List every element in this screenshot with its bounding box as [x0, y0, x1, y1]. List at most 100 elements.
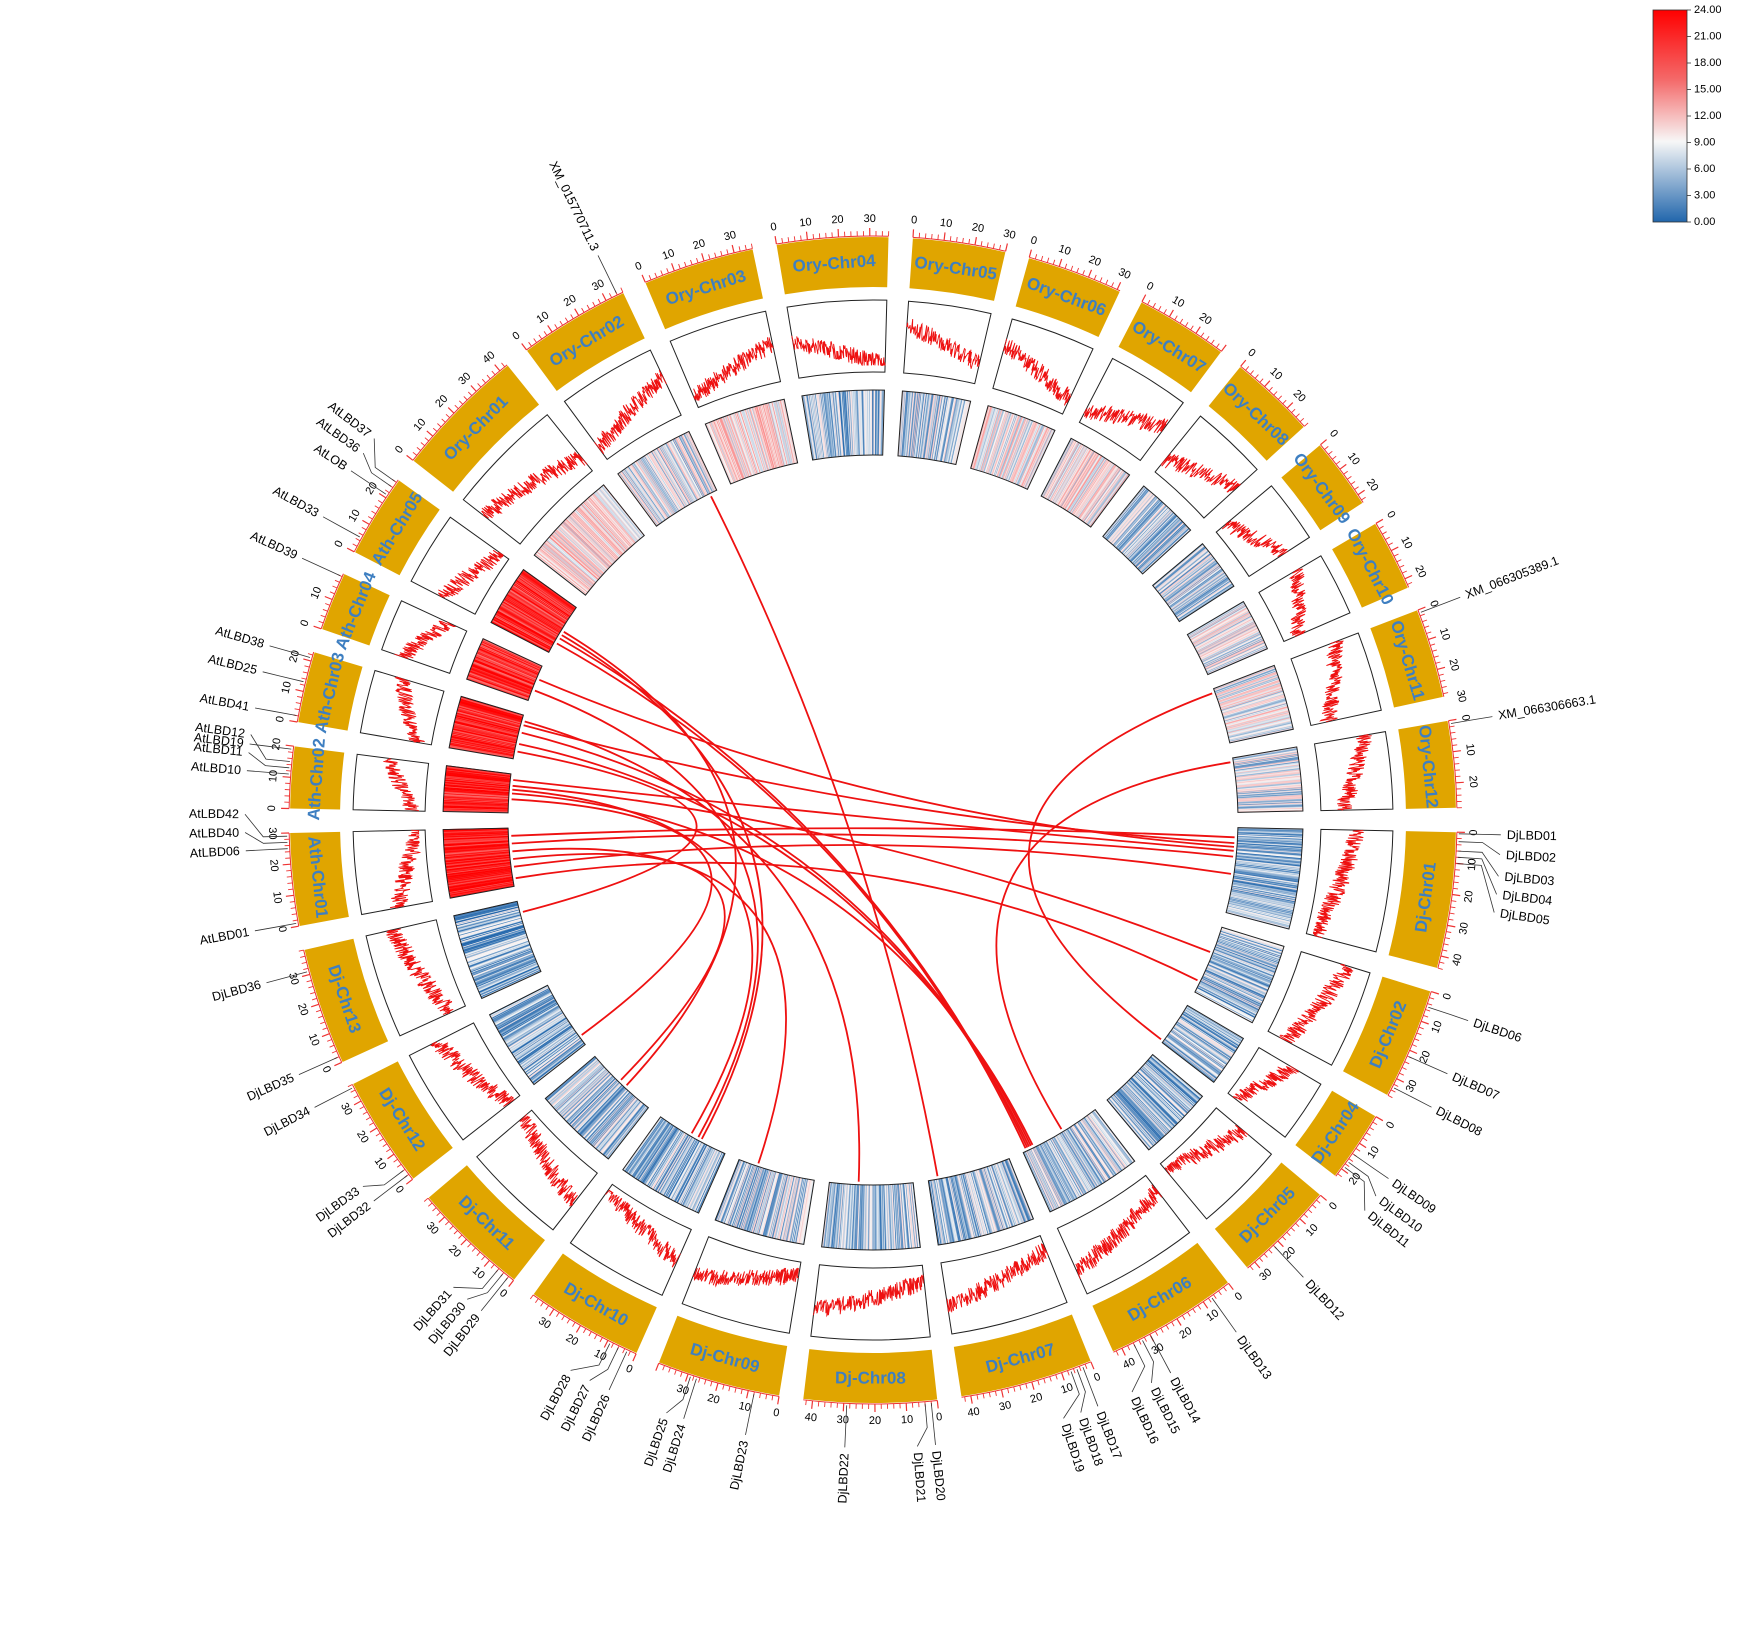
tick-mark: [1431, 992, 1439, 994]
density-line-ory-chr12: [1337, 735, 1371, 811]
tick-mark: [308, 654, 313, 656]
tick-mark: [1185, 322, 1188, 326]
tick-label-dj-chr02: 0: [1441, 992, 1454, 1001]
tick-mark: [1182, 1315, 1185, 1319]
tick-label-ory-chr05: 0: [911, 214, 918, 226]
tick-mark: [1400, 565, 1405, 567]
tick-label-ory-chr12: 20: [1466, 775, 1479, 788]
tick-mark: [386, 1149, 390, 1152]
density-line-dj-chr01: [1313, 830, 1364, 937]
tick-mark: [327, 1040, 332, 1042]
density-line-dj-chr08: [813, 1275, 923, 1315]
tick-mark: [1161, 1328, 1163, 1332]
tick-label-dj-chr08: 40: [804, 1411, 817, 1424]
tick-mark: [299, 950, 304, 951]
tick-label-ory-chr03: 20: [692, 237, 707, 252]
tick-label-ory-chr11: 10: [1437, 627, 1452, 642]
tick-mark: [963, 238, 964, 243]
density-frame-dj-chr13: [366, 920, 465, 1036]
tick-label-ory-chr01: 40: [480, 349, 497, 366]
tick-mark: [541, 1302, 544, 1306]
density-line-ory-chr11: [1321, 641, 1343, 722]
density-line-dj-chr06: [1076, 1185, 1162, 1279]
tick-mark: [1203, 1302, 1208, 1309]
tick-mark: [1117, 282, 1120, 289]
tick-mark: [925, 233, 926, 238]
tick-mark: [1332, 456, 1336, 459]
tick-mark: [283, 777, 291, 778]
tick-mark: [1213, 1295, 1216, 1299]
tick-mark: [1391, 1090, 1396, 1092]
tick-label-dj-chr08: 20: [869, 1415, 881, 1427]
gene-label: AtLBD41: [199, 691, 251, 714]
gene-label: DjLBD21: [911, 1452, 929, 1503]
density-frame-ory-chr04: [787, 300, 887, 378]
tick-mark: [332, 1051, 337, 1053]
tick-mark: [1159, 306, 1162, 310]
tick-mark: [1376, 519, 1383, 523]
tick-mark: [461, 1239, 467, 1245]
tick-mark: [291, 908, 296, 909]
tick-mark: [801, 236, 802, 241]
tick-mark: [1397, 1079, 1404, 1083]
tick-label-dj-chr01: 0: [1468, 829, 1480, 835]
tick-mark: [1094, 275, 1096, 280]
tick-label-ory-chr07: 10: [1170, 294, 1187, 311]
tick-label-dj-chr07: 40: [967, 1406, 981, 1420]
tick-mark: [450, 1226, 454, 1230]
tick-mark: [1424, 626, 1429, 628]
tick-label-ory-chr05: 20: [971, 221, 985, 235]
tick-mark: [965, 1397, 966, 1402]
tick-mark: [1427, 1004, 1432, 1006]
tick-mark: [448, 408, 454, 414]
tick-mark: [334, 1062, 341, 1065]
tick-mark: [1180, 319, 1183, 323]
tick-mark: [1255, 375, 1258, 379]
tick-mark: [522, 344, 527, 350]
tick-mark: [1304, 1214, 1308, 1217]
density-line-ath-chr05: [438, 550, 503, 597]
density-line-ory-chr04: [792, 336, 885, 366]
tick-mark: [330, 592, 335, 594]
tick-mark: [535, 1299, 538, 1303]
tick-mark: [459, 1235, 463, 1239]
tick-mark: [656, 1363, 659, 1370]
tick-mark: [316, 1010, 321, 1012]
tick-mark: [354, 1101, 361, 1105]
tick-mark: [312, 998, 317, 1000]
tick-label-ory-chr08: 20: [1291, 388, 1308, 405]
gene-label: AtLBD38: [214, 624, 266, 651]
tick-mark: [981, 241, 982, 246]
tick-mark: [539, 335, 542, 339]
density-line-ory-chr07: [1084, 405, 1168, 433]
collinearity-link: [539, 680, 1234, 847]
gene-label: DjLBD13: [1234, 1333, 1274, 1382]
tick-mark: [1366, 1133, 1370, 1136]
gene-leader-line: [255, 708, 296, 716]
tick-mark: [1221, 345, 1226, 351]
legend-label: 0.00: [1694, 216, 1715, 228]
collinearity-link: [1029, 693, 1212, 1039]
tick-mark: [913, 229, 914, 237]
density-line-ath-chr02: [383, 758, 418, 811]
tick-mark: [721, 251, 722, 256]
density-line-ath-chr04: [395, 621, 455, 658]
gene-leader-line: [246, 849, 288, 851]
tick-mark: [1449, 919, 1454, 920]
tick-mark: [1344, 471, 1348, 474]
tick-label-dj-chr02: 10: [1429, 1019, 1444, 1035]
tick-mark: [766, 1394, 767, 1399]
tick-mark: [705, 1380, 706, 1385]
tick-mark: [477, 1252, 480, 1256]
tick-mark: [1000, 245, 1001, 250]
tick-mark: [459, 401, 463, 405]
tick-mark: [1410, 1050, 1417, 1053]
tick-mark: [1139, 1340, 1141, 1345]
tick-mark: [1193, 1309, 1196, 1313]
tick-mark: [1216, 344, 1219, 348]
tick-mark: [366, 1117, 370, 1120]
tick-mark: [1172, 1322, 1175, 1326]
tick-mark: [576, 1325, 580, 1332]
tick-mark: [295, 709, 300, 710]
tick-mark: [1437, 667, 1445, 669]
